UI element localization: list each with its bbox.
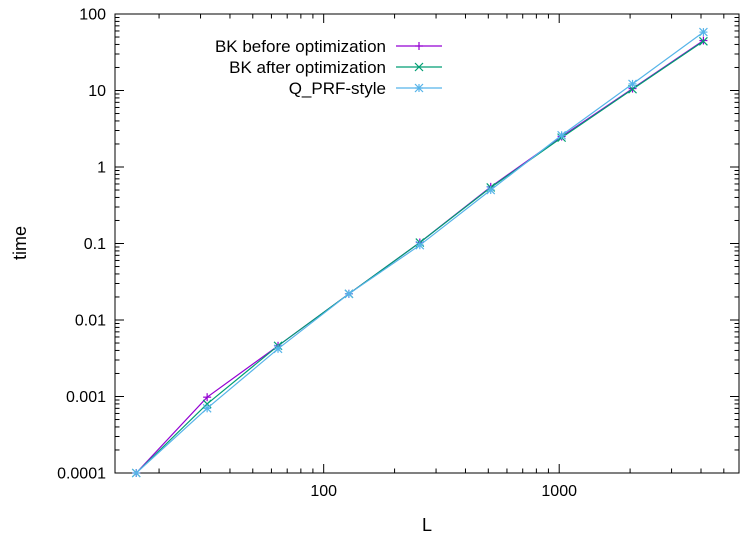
series-2: [131, 36, 708, 478]
legend-label: Q_PRF-style: [289, 79, 386, 98]
legend-marker: [415, 42, 423, 50]
data-point: [131, 468, 141, 478]
y-tick-label: 10: [88, 83, 106, 100]
data-point: [486, 185, 496, 195]
y-axis-title: time: [10, 226, 30, 260]
series-layer: [131, 27, 708, 478]
y-tick-label: 0.0001: [57, 466, 106, 483]
y-tick-label: 0.1: [84, 236, 106, 253]
series-1: [132, 36, 708, 477]
data-point: [202, 403, 212, 413]
x-tick-label: 100: [310, 483, 337, 500]
data-point: [628, 79, 637, 89]
data-point: [698, 36, 708, 46]
x-tick-label: 1000: [541, 483, 577, 500]
data-point: [344, 289, 354, 299]
data-point: [273, 344, 283, 354]
y-tick-label: 0.001: [66, 389, 106, 406]
legend-label: BK after optimization: [229, 58, 386, 77]
series-3: [131, 27, 708, 478]
series-line: [135, 40, 704, 474]
data-point: [557, 130, 567, 140]
legend-marker: [414, 83, 424, 93]
axis-ticks: 0.0001 0.001 0.01 0.1 1 10 100 100 1000: [57, 7, 739, 500]
legend: BK before optimization BK after optimizat…: [215, 37, 442, 98]
legend-marker: [414, 62, 424, 72]
legend-label: BK before optimization: [215, 37, 386, 56]
x-axis-title: L: [422, 515, 432, 535]
data-point: [415, 240, 425, 250]
y-tick-label: 1: [97, 160, 106, 177]
y-tick-label: 0.01: [75, 313, 106, 330]
plot-frame: [114, 13, 740, 474]
data-point: [698, 27, 708, 37]
data-point: [203, 393, 212, 402]
series-line: [135, 40, 704, 474]
y-tick-label: 100: [79, 7, 106, 24]
